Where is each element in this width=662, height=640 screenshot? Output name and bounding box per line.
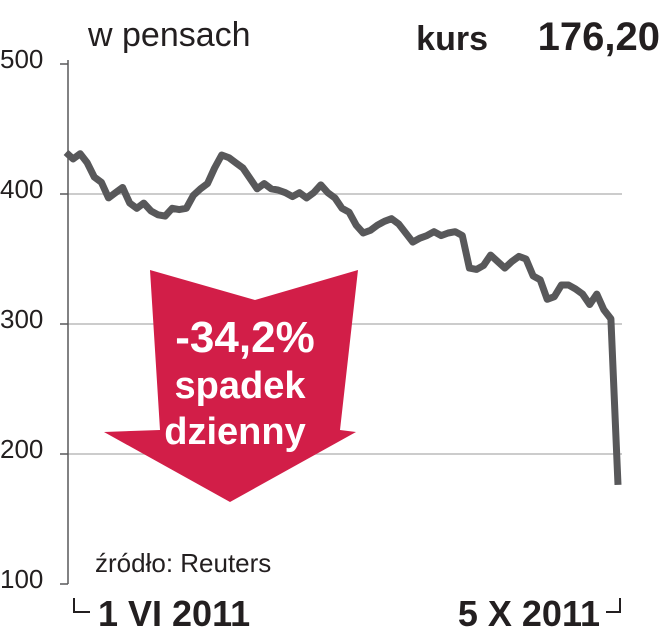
source: źródło: Reuters (95, 548, 271, 578)
y-tick-label: 100 (0, 564, 43, 594)
headline-label: kurs (416, 20, 488, 58)
line (63, 149, 622, 486)
y-tick-label: 400 (0, 174, 43, 204)
annotation-arrow (104, 270, 358, 502)
x-tick-label: 5 X 2011 (458, 593, 600, 634)
annotation-line: dzienny (164, 411, 305, 453)
annotation-line: spadek (175, 365, 307, 407)
chart-title: w pensach (87, 16, 251, 54)
axis-bracket (73, 598, 621, 613)
y-tick-label: 300 (0, 304, 43, 334)
y-tick-label: 200 (0, 434, 43, 464)
headline-value: 176,20 (538, 15, 660, 59)
x-tick-label: 1 VI 2011 (98, 593, 250, 634)
y-tick-label: 500 (0, 44, 43, 74)
annotation-change: -34,2% (175, 313, 314, 362)
